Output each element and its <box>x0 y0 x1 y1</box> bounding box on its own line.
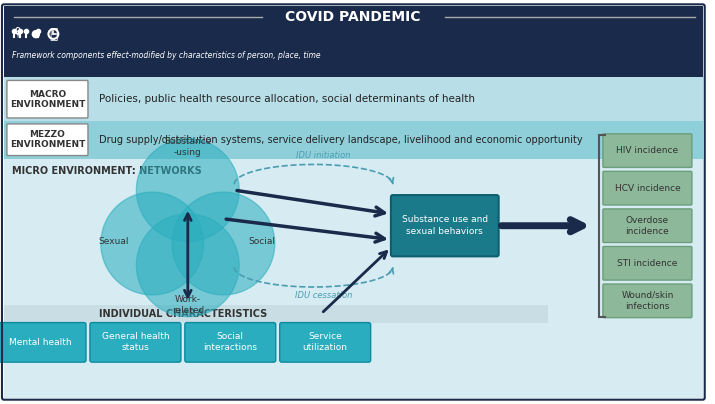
Bar <box>4 158 703 398</box>
Text: General health
status: General health status <box>102 332 169 352</box>
Text: Framework components effect-modified by characteristics of person, place, time: Framework components effect-modified by … <box>12 51 320 60</box>
FancyBboxPatch shape <box>0 322 86 362</box>
FancyBboxPatch shape <box>603 284 692 318</box>
FancyBboxPatch shape <box>185 322 276 362</box>
FancyBboxPatch shape <box>7 80 88 118</box>
Text: HIV incidence: HIV incidence <box>616 146 679 155</box>
FancyBboxPatch shape <box>7 124 88 156</box>
FancyBboxPatch shape <box>391 195 498 257</box>
FancyBboxPatch shape <box>90 322 181 362</box>
FancyBboxPatch shape <box>280 322 370 362</box>
Text: IDU initiation: IDU initiation <box>296 152 350 160</box>
Text: Mental health: Mental health <box>9 338 72 347</box>
Text: Policies, public health resource allocation, social determinants of health: Policies, public health resource allocat… <box>99 94 475 104</box>
Bar <box>4 78 703 121</box>
Text: ⚘: ⚘ <box>11 27 24 42</box>
Text: Work-
related: Work- related <box>172 295 204 315</box>
Text: MICRO ENVIRONMENT: NETWORKS: MICRO ENVIRONMENT: NETWORKS <box>12 166 202 177</box>
Bar <box>4 121 703 158</box>
Text: Social
interactions: Social interactions <box>203 332 257 352</box>
FancyBboxPatch shape <box>603 246 692 280</box>
Text: INDIVIDUAL CHARACTERISTICS: INDIVIDUAL CHARACTERISTICS <box>99 309 267 319</box>
Text: MEZZO
ENVIRONMENT: MEZZO ENVIRONMENT <box>10 130 85 149</box>
Text: Substance
-using: Substance -using <box>164 137 212 157</box>
Text: Overdose
incidence: Overdose incidence <box>626 216 669 236</box>
Bar <box>4 305 548 322</box>
Circle shape <box>137 139 240 242</box>
Text: Drug supply/distribution systems, service delivery landscape, livelihood and eco: Drug supply/distribution systems, servic… <box>99 135 583 145</box>
Text: ●: ● <box>31 29 41 39</box>
Text: Social: Social <box>248 237 275 246</box>
FancyBboxPatch shape <box>603 171 692 205</box>
Text: IDU cessation: IDU cessation <box>295 291 352 300</box>
Text: Sexual: Sexual <box>99 237 129 246</box>
Text: COVID PANDEMIC: COVID PANDEMIC <box>285 10 420 24</box>
Text: MACRO
ENVIRONMENT: MACRO ENVIRONMENT <box>10 90 85 109</box>
FancyBboxPatch shape <box>603 134 692 167</box>
Text: HCV incidence: HCV incidence <box>614 184 680 193</box>
Circle shape <box>172 192 275 295</box>
Text: ⧖: ⧖ <box>49 27 58 41</box>
Circle shape <box>137 214 240 317</box>
Text: Wound/skin
infections: Wound/skin infections <box>621 291 674 311</box>
Bar <box>4 6 703 78</box>
Text: Service
utilization: Service utilization <box>302 332 347 352</box>
Text: STI incidence: STI incidence <box>617 259 678 268</box>
Circle shape <box>101 192 204 295</box>
Text: Substance use and
sexual behaviors: Substance use and sexual behaviors <box>402 215 488 236</box>
FancyBboxPatch shape <box>603 209 692 242</box>
